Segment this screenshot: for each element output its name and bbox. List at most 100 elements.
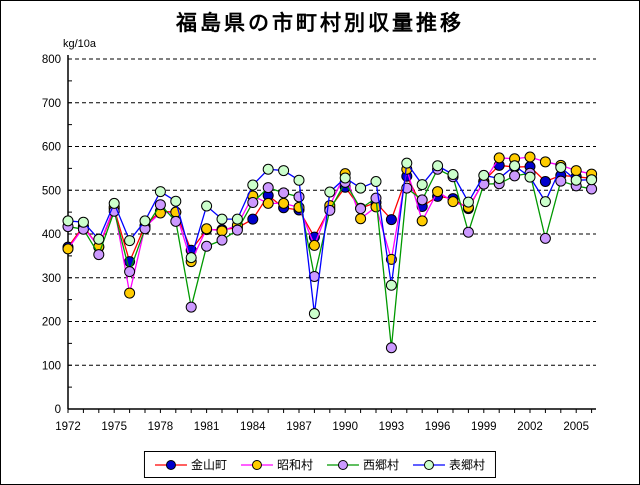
series-omotego-marker bbox=[432, 160, 444, 172]
series-omotego-marker bbox=[555, 162, 567, 173]
x-tick-label: 2005 bbox=[563, 421, 589, 433]
x-tick-label: 1999 bbox=[471, 421, 497, 433]
x-tick-label: 1978 bbox=[148, 421, 174, 433]
series-omotego-marker bbox=[262, 163, 274, 175]
legend: 金山町 昭和村 西郷村 表郷村 bbox=[143, 451, 497, 478]
series-showa-marker bbox=[493, 152, 505, 164]
series-omotego-marker bbox=[216, 213, 228, 225]
series-omotego-marker bbox=[185, 252, 197, 264]
series-showa-marker bbox=[539, 156, 551, 168]
series-omotego-marker bbox=[401, 157, 413, 169]
series-nishigo-marker bbox=[385, 342, 397, 354]
series-nishigo-marker bbox=[462, 226, 474, 238]
series-nishigo-marker bbox=[231, 224, 243, 236]
series-showa-marker bbox=[447, 196, 459, 208]
series-showa-marker bbox=[416, 215, 428, 227]
series-kaneyama-marker bbox=[385, 214, 397, 226]
series-omotego-marker bbox=[278, 165, 290, 177]
legend-sample-kaneyama bbox=[154, 459, 187, 470]
series-showa-marker bbox=[355, 213, 367, 225]
series-omotego-marker bbox=[539, 196, 551, 208]
series-omotego-marker bbox=[493, 172, 505, 184]
series-omotego-marker bbox=[231, 213, 243, 225]
legend-marker-showa bbox=[251, 459, 262, 470]
series-omotego-marker bbox=[62, 215, 74, 227]
y-tick-label: 500 bbox=[42, 185, 61, 197]
legend-item-kaneyama: 金山町 bbox=[154, 456, 227, 473]
x-tick-label: 1987 bbox=[286, 421, 312, 433]
series-omotego-marker bbox=[324, 186, 336, 198]
series-omotego-line bbox=[67, 161, 592, 314]
y-tick-label: 100 bbox=[42, 360, 61, 372]
series-omotego-marker bbox=[247, 179, 259, 191]
legend-item-nishigo: 西郷村 bbox=[327, 456, 399, 473]
series-nishigo-marker bbox=[247, 197, 259, 208]
series-omotego-marker bbox=[478, 169, 490, 181]
series-showa-marker bbox=[201, 223, 213, 235]
plot-area: 0 100 200 300 400 500 600 700 800 1972 1975 1978 198… bbox=[42, 54, 598, 433]
series-omotego-marker bbox=[77, 216, 89, 228]
series-nishigo-marker bbox=[416, 194, 428, 206]
series-showa-marker bbox=[570, 165, 582, 177]
series-showa-marker bbox=[262, 197, 274, 209]
y-tick-label: 200 bbox=[42, 317, 61, 329]
legend-item-omotego: 表郷村 bbox=[413, 456, 485, 473]
series-omotego-marker bbox=[570, 174, 582, 186]
series-nishigo-marker bbox=[216, 234, 228, 246]
legend-marker-omotego bbox=[424, 459, 435, 470]
chart-title: 福島県の市町村別収量推移 bbox=[176, 12, 464, 35]
x-tick-label: 1990 bbox=[332, 421, 358, 433]
series-omotego-marker bbox=[524, 171, 536, 183]
series-nishigo-marker bbox=[586, 183, 598, 195]
y-axis-unit-label: kg/10a bbox=[63, 38, 97, 50]
y-tick-label: 600 bbox=[42, 142, 61, 154]
series-nishigo-marker bbox=[278, 187, 290, 199]
series-showa-marker bbox=[432, 186, 444, 198]
legend-marker-nishigo bbox=[338, 459, 348, 470]
series-omotego-marker bbox=[154, 186, 166, 198]
series-omotego-marker bbox=[139, 215, 151, 227]
series-showa-marker bbox=[216, 225, 228, 237]
legend-label-nishigo: 西郷村 bbox=[363, 458, 400, 472]
series-omotego-marker bbox=[447, 169, 459, 180]
y-tick-label: 700 bbox=[42, 98, 61, 110]
series-nishigo-marker bbox=[539, 232, 551, 244]
series-omotego-marker bbox=[355, 182, 367, 194]
series-omotego-marker bbox=[170, 195, 182, 207]
series-omotego-marker bbox=[308, 308, 320, 320]
series-omotego-marker bbox=[586, 174, 598, 186]
series-omotego-marker bbox=[370, 176, 382, 187]
series-nishigo-marker bbox=[262, 182, 274, 194]
x-tick-label: 1993 bbox=[379, 421, 405, 433]
series-showa-marker bbox=[62, 243, 74, 255]
y-tick-label: 0 bbox=[55, 404, 61, 416]
legend-item-showa: 昭和村 bbox=[240, 456, 313, 473]
x-tick-label: 1996 bbox=[425, 421, 451, 433]
series-nishigo-marker bbox=[324, 204, 336, 216]
legend-label-showa: 昭和村 bbox=[276, 458, 313, 472]
y-tick-label: 800 bbox=[42, 54, 61, 66]
series-showa-marker bbox=[308, 239, 320, 251]
series-showa-marker bbox=[524, 151, 536, 163]
x-tick-label: 2002 bbox=[517, 421, 543, 433]
series-nishigo-marker bbox=[170, 215, 182, 227]
series-omotego-marker bbox=[124, 235, 136, 247]
series-nishigo-marker bbox=[201, 240, 213, 252]
y-tick-label: 400 bbox=[42, 229, 61, 241]
series-omotego-marker bbox=[509, 160, 521, 172]
series-kaneyama-marker bbox=[247, 213, 259, 225]
series-showa-marker bbox=[278, 197, 290, 209]
x-tick-label: 1972 bbox=[55, 421, 81, 433]
series-nishigo-marker bbox=[154, 199, 166, 211]
series-omotego-marker bbox=[462, 196, 474, 208]
legend-sample-showa bbox=[240, 459, 273, 470]
series-showa-marker bbox=[124, 287, 136, 299]
series-nishigo-marker bbox=[555, 175, 567, 187]
x-tick-label: 1975 bbox=[101, 421, 127, 433]
series-omotego-marker bbox=[108, 197, 120, 209]
series-omotego-marker bbox=[93, 233, 105, 245]
series-omotego-marker bbox=[339, 172, 351, 184]
legend-sample-omotego bbox=[413, 459, 446, 470]
legend-sample-nishigo bbox=[327, 459, 359, 470]
